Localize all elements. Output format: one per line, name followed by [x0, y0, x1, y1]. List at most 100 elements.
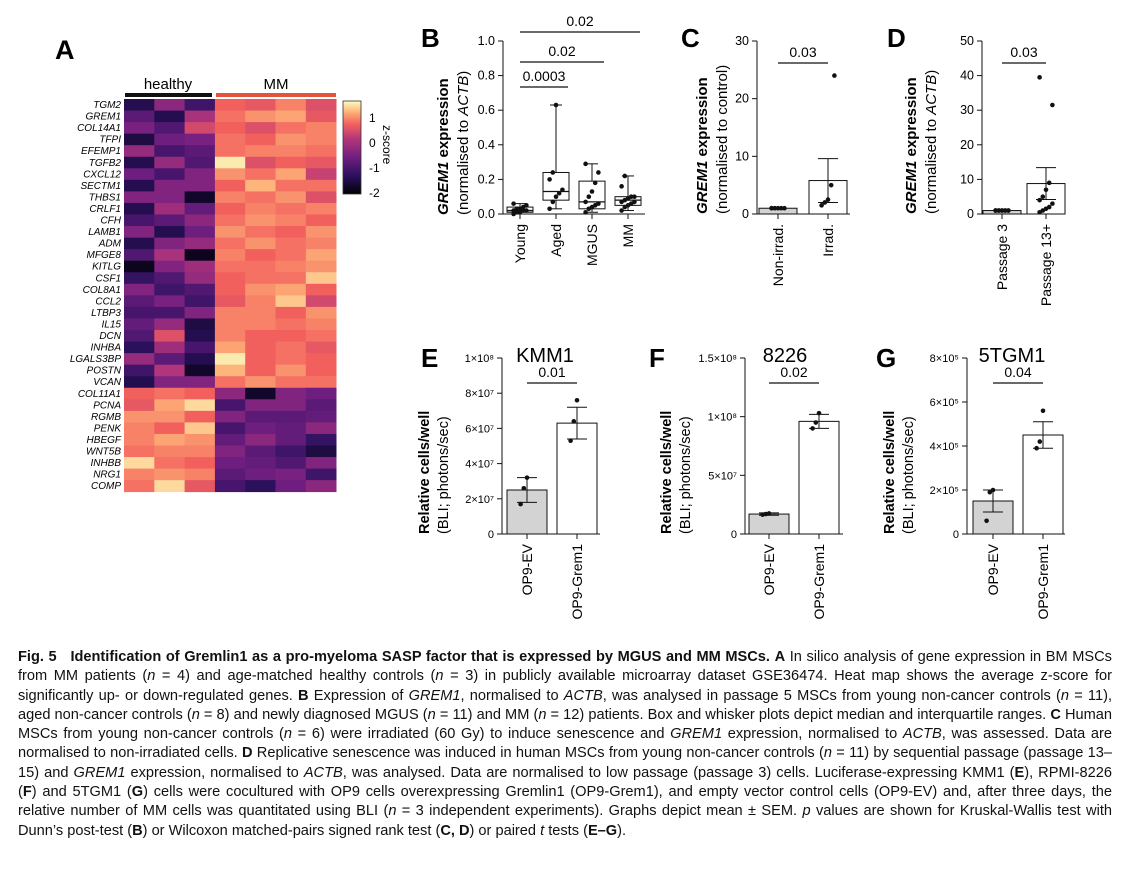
heatmap-cell — [124, 156, 155, 169]
heatmap-cell — [245, 422, 276, 435]
heatmap-cell — [184, 237, 216, 250]
heatmap-cell — [184, 387, 216, 400]
heatmap-cell — [154, 422, 185, 435]
heatmap-cell — [245, 445, 276, 458]
y-tick-label: 5×10⁷ — [708, 470, 737, 482]
caption-segment: ) cells were cocultured with OP9 cells o… — [18, 784, 1112, 820]
ylabel-d: GREM1 expression — [903, 77, 920, 214]
p-value-label: 0.02 — [566, 13, 593, 29]
heatmap-cell — [124, 353, 155, 366]
p-value-label: 0.04 — [1004, 364, 1031, 380]
caption-fig-number: Fig. 5 — [18, 649, 57, 665]
ylabel-f: Relative cells/well — [659, 411, 675, 534]
gene-label: MFGE8 — [87, 250, 122, 261]
gene-label: THBS1 — [89, 192, 121, 203]
heatmap-cell — [184, 457, 216, 469]
heatmap-cell — [275, 226, 307, 238]
heatmap-cell — [124, 272, 155, 285]
gene-label: TGFB2 — [89, 158, 122, 169]
heatmap-cell — [245, 168, 276, 181]
heatmap-cell — [184, 145, 216, 158]
heatmap-cell — [305, 353, 337, 366]
x-tick-label: MM — [620, 224, 636, 247]
ylabel2-pre: (normalised to — [455, 116, 472, 215]
heatmap-cell — [154, 364, 185, 377]
data-point — [550, 199, 556, 205]
heatmap-cell — [154, 468, 185, 481]
data-point — [822, 200, 828, 205]
heatmap-cell — [214, 168, 246, 181]
heatmap-cell — [275, 179, 307, 192]
heatmap-cell — [214, 341, 246, 354]
heatmap-cell — [214, 145, 246, 158]
heatmap-cell — [245, 364, 276, 377]
caption-segment: n — [191, 706, 200, 723]
panel-letter-d: D — [887, 23, 906, 53]
heatmap-cell — [184, 249, 216, 262]
y-tick-label: 10 — [735, 149, 749, 163]
heatmap-cell — [124, 376, 155, 389]
caption-segment: G — [131, 784, 144, 801]
gene-label: EFEMP1 — [81, 146, 121, 157]
caption-segment: B — [132, 822, 143, 839]
heatmap-cell — [154, 318, 185, 331]
heatmap-cell — [275, 191, 307, 204]
heatmap-cell — [124, 260, 155, 273]
heatmap-cell — [124, 145, 155, 158]
caption-segment: ACTB — [902, 726, 942, 743]
y-tick-label: 0 — [953, 529, 959, 541]
ylabel-rest: expression — [903, 77, 920, 160]
heatmap-cell — [214, 283, 246, 296]
caption-segment: ). — [617, 822, 627, 839]
heatmap-cell — [305, 457, 337, 469]
bar-chart-f: 0 5×10⁷ 1×10⁸ 1.5×10⁸ OP9-EV OP9-Grem1 0.02 — [698, 353, 843, 619]
heatmap-cell — [124, 283, 155, 296]
caption-segment: GREM1 — [73, 764, 126, 781]
heatmap-cell — [124, 318, 155, 331]
heatmap-cell — [184, 99, 216, 111]
heatmap-cell — [124, 99, 155, 111]
ylabel2-gene: ACTB — [923, 75, 940, 116]
gene-label: COL8A1 — [83, 285, 121, 296]
data-point — [553, 194, 559, 199]
figure-caption: Fig. 5 Identification of Gremlin1 as a p… — [18, 648, 1112, 841]
heatmap-cell — [275, 260, 307, 273]
gene-label: LTBP3 — [91, 308, 121, 319]
heatmap-cell — [124, 133, 155, 146]
p-value-label: 0.01 — [538, 364, 565, 380]
heatmap-cell — [154, 260, 185, 273]
y-tick-label: 40 — [960, 69, 974, 83]
heatmap-cell — [214, 306, 246, 319]
ylabel-rest: expression — [694, 77, 711, 160]
data-point — [524, 203, 529, 208]
gene-label: NRG1 — [93, 470, 121, 481]
y-tick-label: 0 — [488, 529, 494, 541]
gene-label: LGALS3BP — [70, 354, 121, 365]
heatmap-cell — [154, 214, 185, 227]
gene-label: ADM — [98, 239, 122, 250]
heatmap-cell — [154, 433, 185, 446]
data-point — [832, 73, 837, 78]
x-tick-label: OP9-Grem1 — [811, 544, 827, 620]
heatmap-cell — [124, 295, 155, 308]
heatmap-cell — [214, 156, 246, 169]
caption-segment: = 11), aged non-cancer controls ( — [18, 687, 1112, 723]
bar — [556, 422, 598, 535]
caption-segment: GREM1 — [408, 687, 461, 704]
heatmap-cell — [305, 376, 337, 389]
data-point — [996, 208, 1002, 213]
heatmap-cell — [245, 399, 276, 412]
ylabel-b: GREM1 expression — [435, 78, 452, 215]
heatmap-cell — [184, 306, 216, 319]
heatmap-cell — [214, 364, 246, 377]
caption-segment: B — [298, 687, 309, 704]
heatmap-cell — [275, 306, 307, 319]
ylabel2-gene: ACTB — [455, 76, 472, 117]
panel-letter-c: C — [681, 23, 700, 53]
ylabel-g: Relative cells/well — [882, 411, 898, 534]
heatmap-cell — [305, 168, 337, 181]
ylabel-gene: GREM1 — [694, 161, 711, 214]
bar — [798, 420, 840, 535]
ylabel-c: GREM1 expression — [694, 77, 711, 214]
data-point — [993, 208, 998, 213]
